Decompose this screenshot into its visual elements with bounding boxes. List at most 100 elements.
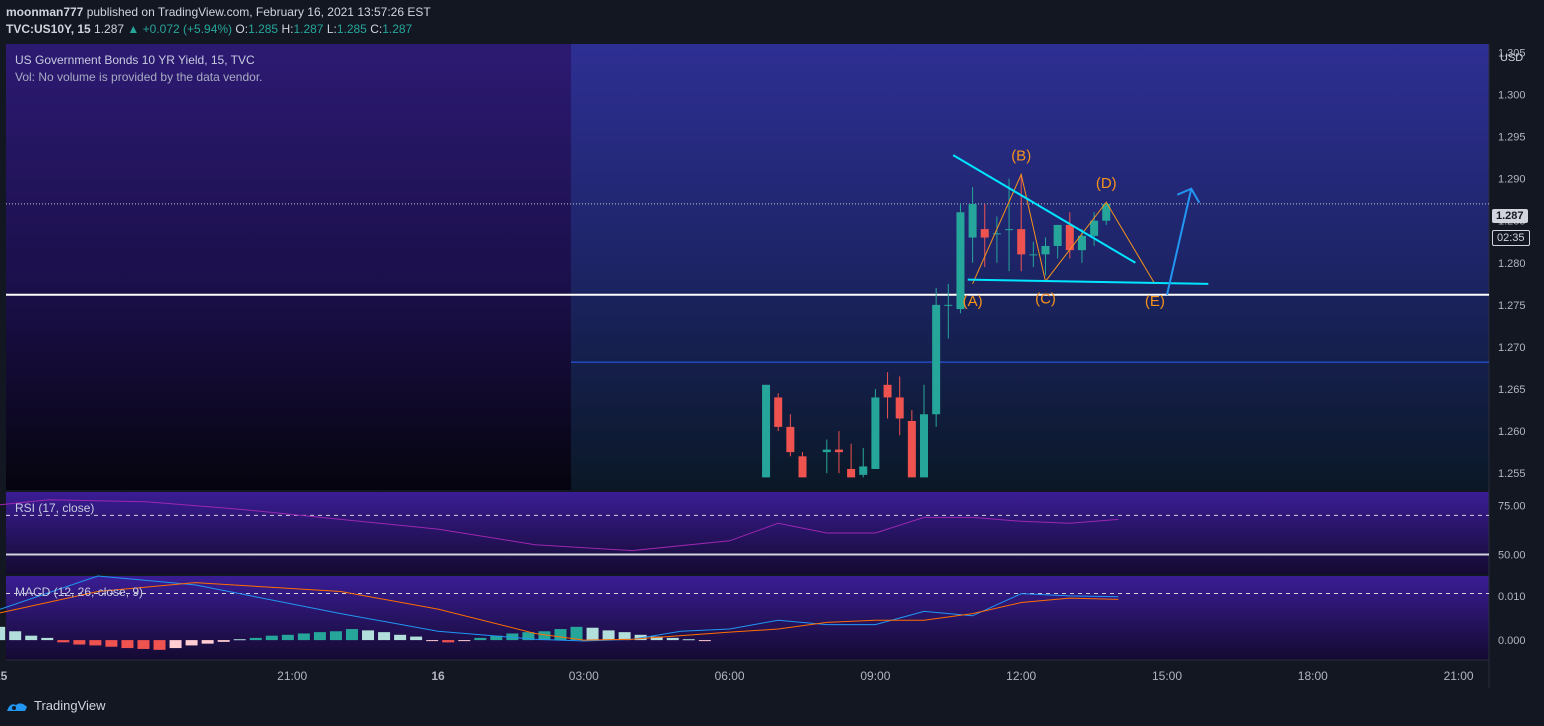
- macd-pane-bg: [6, 576, 1489, 660]
- volume-note: Vol: No volume is provided by the data v…: [15, 70, 263, 84]
- ohlc-line: TVC:US10Y, 15 1.287 ▲ +0.072 (+5.94%) O:…: [6, 22, 412, 36]
- macd-histogram-bar: [41, 637, 54, 641]
- macd-label[interactable]: MACD (12, 26, close, 9): [15, 585, 144, 599]
- wave-label: (E): [1145, 293, 1165, 310]
- projection-arrow-head: [1176, 187, 1201, 204]
- rsi-tick: 75.00: [1498, 501, 1526, 513]
- candle-body: [1102, 203, 1111, 221]
- currency-label[interactable]: USD: [1500, 52, 1524, 64]
- macd-histogram-bar: [249, 637, 262, 641]
- countdown-tag: 02:35: [1492, 230, 1530, 246]
- trendline: [952, 154, 1136, 264]
- time-tick: 16: [431, 669, 445, 683]
- macd-histogram-bar: [313, 632, 326, 641]
- session-highlight: [571, 44, 1489, 490]
- author-name[interactable]: moonman777: [6, 5, 84, 19]
- macd-histogram-bar: [25, 635, 38, 641]
- footer-brand-label: TradingView: [34, 698, 106, 713]
- macd-histogram-bar: [217, 640, 230, 642]
- price-tick: 1.265: [1498, 384, 1526, 396]
- macd-histogram-bar: [121, 640, 134, 649]
- wave-label: (D): [1096, 175, 1117, 192]
- macd-tick: 0.000: [1498, 635, 1526, 647]
- last-value: 1.287: [94, 22, 125, 36]
- price-tick: 1.260: [1498, 426, 1526, 438]
- rsi-tick: 50.00: [1498, 549, 1526, 561]
- macd-histogram-bar: [378, 632, 391, 641]
- publish-line: moonman777 published on TradingView.com,…: [6, 5, 431, 19]
- macd-histogram-bar: [73, 640, 86, 645]
- macd-histogram-bar: [201, 640, 214, 644]
- macd-histogram-bar: [9, 631, 22, 641]
- macd-histogram-bar: [682, 639, 695, 641]
- time-tick: 21:00: [277, 669, 307, 683]
- macd-histogram-bar: [522, 632, 535, 641]
- price-axis-bg: [1489, 44, 1538, 660]
- projection-arrow-line: [1166, 188, 1193, 295]
- chart-title[interactable]: US Government Bonds 10 YR Yield, 15, TVC: [15, 53, 255, 67]
- candle-body: [798, 456, 807, 478]
- macd-histogram-bar: [570, 626, 583, 641]
- candle-body: [920, 414, 928, 478]
- macd-histogram-bar: [474, 637, 487, 641]
- macd-histogram-bar: [410, 636, 423, 641]
- candle-body: [859, 466, 868, 475]
- macd-histogram-bar: [362, 630, 375, 641]
- low-value: 1.285: [336, 22, 367, 36]
- candle-body: [822, 449, 831, 453]
- time-tick: 12:00: [1006, 669, 1036, 683]
- trendline: [967, 278, 1209, 285]
- open-label: O:: [235, 22, 249, 36]
- price-tick: 1.305: [1498, 47, 1526, 59]
- macd-tick: 0.010: [1498, 591, 1526, 603]
- candle-body: [786, 426, 795, 453]
- macd-histogram-bar: [153, 640, 166, 650]
- wave-label: (C): [1035, 290, 1056, 307]
- price-tick: 1.300: [1498, 89, 1526, 101]
- footer-brand[interactable]: TradingView: [6, 698, 106, 713]
- time-tick: 03:00: [569, 669, 599, 683]
- candle-body: [944, 304, 953, 306]
- rsi-label[interactable]: RSI (17, close): [15, 501, 95, 515]
- macd-histogram-bar: [442, 640, 455, 643]
- macd-histogram-bar: [169, 640, 182, 649]
- rsi-line: [0, 499, 1119, 552]
- macd-histogram-bar: [0, 626, 6, 641]
- macd-histogram-bar: [586, 627, 599, 641]
- rsi-pane-bg: [6, 492, 1489, 574]
- macd-histogram-bar: [281, 634, 294, 641]
- low-label: L:: [326, 22, 337, 36]
- macd-histogram-bar: [698, 640, 711, 642]
- macd-histogram-bar: [345, 629, 358, 641]
- candle-body: [1029, 254, 1038, 256]
- macd-histogram-bar: [57, 640, 70, 643]
- macd-histogram-bar: [490, 635, 503, 641]
- last-price-tag: 1.287: [1492, 209, 1528, 223]
- candle-body: [847, 468, 856, 478]
- time-tick: 15:00: [1152, 669, 1182, 683]
- candle-body: [907, 420, 916, 478]
- price-tick: 1.275: [1498, 300, 1526, 312]
- macd-histogram-bar: [105, 640, 118, 647]
- time-tick: 09:00: [860, 669, 890, 683]
- price-tick: 1.270: [1498, 342, 1526, 354]
- macd-histogram-bar: [538, 631, 551, 641]
- open-value: 1.285: [248, 22, 279, 36]
- macd-histogram-bar: [329, 631, 342, 641]
- price-tick: 1.255: [1498, 468, 1526, 480]
- macd-histogram-bar: [137, 640, 150, 649]
- signal-line: [0, 582, 1119, 641]
- macd-histogram-bar: [554, 629, 567, 641]
- candle-body: [895, 397, 904, 419]
- macd-histogram-bar: [265, 635, 278, 641]
- time-tick: 15: [0, 669, 8, 683]
- close-value: 1.287: [382, 22, 413, 36]
- candle-body: [1005, 229, 1014, 231]
- high-label: H:: [281, 22, 294, 36]
- candle-body: [883, 384, 892, 398]
- price-tick: 1.280: [1498, 258, 1526, 270]
- macd-histogram-bar: [297, 633, 310, 641]
- time-tick: 18:00: [1298, 669, 1328, 683]
- change-value: ▲ +0.072 (+5.94%): [127, 22, 233, 36]
